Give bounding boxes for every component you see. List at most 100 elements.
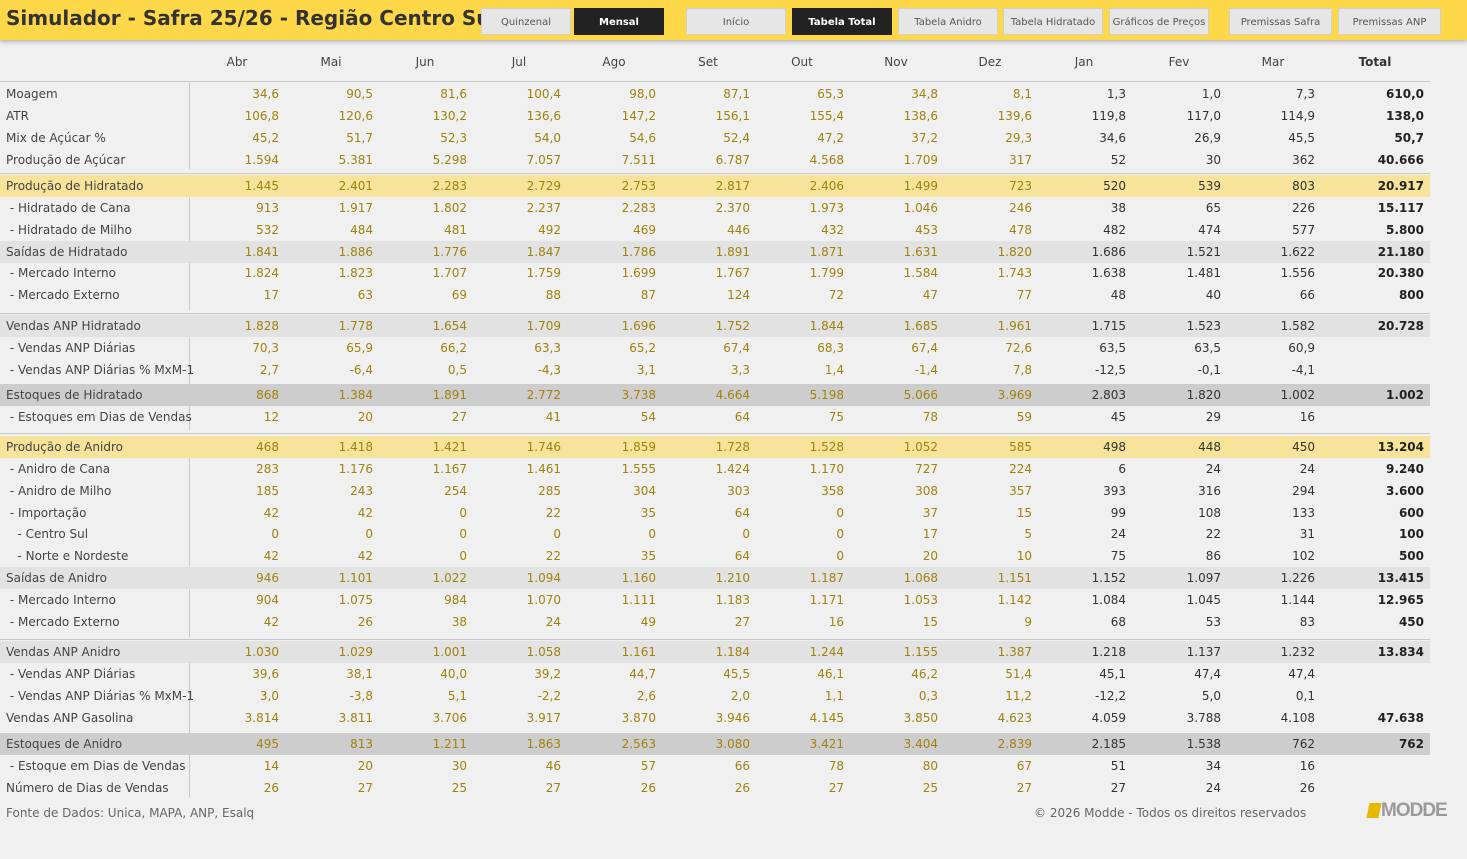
period-button-quinzenal[interactable]: Quinzenal [481, 8, 571, 35]
table-cell: 1.555 [621, 462, 656, 476]
row-label: Vendas ANP Gasolina [6, 711, 134, 725]
row-label: - Vendas ANP Diárias [6, 341, 136, 355]
table-cell: 47.638 [1377, 711, 1424, 725]
column-header-total: Total [1358, 55, 1392, 69]
table-cell: 67 [1016, 759, 1032, 773]
table-cell: 6.787 [715, 153, 750, 167]
table-cell: 2.772 [526, 388, 561, 402]
table-cell: 100,4 [526, 87, 561, 101]
nav-button-tabela-total[interactable]: Tabela Total [792, 8, 892, 35]
table-cell: 46 [545, 759, 561, 773]
table-cell: 4.568 [809, 153, 844, 167]
table-cell: 723 [1009, 179, 1032, 193]
table-row: - Hidratado de Cana 913 1.917 1.802 2.237 2.2… [0, 197, 1430, 219]
table-cell: 285 [538, 484, 561, 498]
table-cell: 1.847 [526, 245, 561, 259]
table-cell: 46,1 [817, 667, 844, 681]
row-label: Estoques de Anidro [6, 737, 123, 751]
table-cell: 2.753 [621, 179, 656, 193]
row-label: Produção de Açúcar [6, 153, 126, 167]
table-cell: 224 [1009, 462, 1032, 476]
copyright-note: © 2026 Modde - Todos os direitos reserva… [1034, 806, 1307, 820]
table-row: - Mercado Interno 904 1.075 984 1.070 1.111 1.… [0, 589, 1430, 611]
table-cell: 1.002 [1280, 388, 1315, 402]
table-cell: 45,5 [723, 667, 750, 681]
column-header-mar: Mar [1261, 55, 1285, 69]
table-cell: 3.080 [715, 737, 750, 751]
table-cell: 0 [836, 549, 844, 563]
table-cell: 1.709 [526, 319, 561, 333]
table-cell: 4.108 [1280, 711, 1315, 725]
table-cell: 136,6 [526, 109, 561, 123]
table-cell: 1.142 [997, 593, 1032, 607]
table-cell: 2.401 [338, 179, 373, 193]
table-cell: 47 [922, 288, 938, 302]
table-cell: 246 [1009, 201, 1032, 215]
table-cell: 1.776 [432, 245, 467, 259]
table-cell: 3.850 [903, 711, 938, 725]
table-cell: 520 [1103, 179, 1126, 193]
table-cell: 2.803 [1091, 388, 1126, 402]
table-cell: 47,4 [1288, 667, 1315, 681]
nav-button-premissas-anp[interactable]: Premissas ANP [1338, 8, 1441, 35]
table-cell: 1.685 [903, 319, 938, 333]
table-cell: 1.891 [715, 245, 750, 259]
table-cell: 68 [1110, 615, 1126, 629]
table-cell: 1.523 [1186, 319, 1221, 333]
table-cell: 25 [922, 781, 938, 795]
table-cell: 1.244 [809, 645, 844, 659]
table-row: - Estoques em Dias de Vendas 12 20 27 41 54 64… [0, 406, 1430, 428]
table-cell: 0 [365, 527, 373, 541]
table-row: - Centro Sul 0 0 0 0 0 0 0 17 5 24 22 31 100 [0, 523, 1430, 545]
table-cell: 1.187 [809, 571, 844, 585]
table-cell: 3,0 [259, 689, 279, 703]
table-cell: 3.969 [997, 388, 1032, 402]
table-cell: 99 [1110, 506, 1126, 520]
table-cell: 100 [1398, 527, 1424, 541]
nav-button-tabela-anidro[interactable]: Tabela Anidro [898, 8, 998, 35]
table-cell: 13.415 [1377, 571, 1424, 585]
table-cell: 12 [263, 410, 279, 424]
table-cell: 26 [640, 781, 656, 795]
table-cell: 4.664 [715, 388, 750, 402]
nav-button-inicio[interactable]: Início [686, 8, 786, 35]
table-cell: 72,6 [1005, 341, 1032, 355]
row-label: - Importação [6, 506, 87, 520]
row-label: - Vendas ANP Diárias [6, 667, 136, 681]
table-cell: -1,4 [914, 363, 938, 377]
table-cell: 1.002 [1386, 388, 1424, 402]
nav-button-tabela-hidratado[interactable]: Tabela Hidratado [1003, 8, 1103, 35]
table-cell: 283 [256, 462, 279, 476]
row-label: - Mercado Interno [6, 266, 116, 280]
table-cell: 102 [1292, 549, 1315, 563]
table-cell: 77 [1016, 288, 1032, 302]
table-cell: 3.738 [621, 388, 656, 402]
table-cell: 1.045 [1186, 593, 1221, 607]
table-cell: 108 [1198, 506, 1221, 520]
nav-button-graficos-de-precos[interactable]: Gráficos de Preços [1109, 8, 1209, 35]
table-cell: 0 [553, 527, 561, 541]
table-cell: 60,9 [1288, 341, 1315, 355]
table-cell: 450 [1292, 440, 1315, 454]
row-label: - Hidratado de Milho [6, 223, 132, 237]
table-cell: 2.563 [621, 737, 656, 751]
table-cell: 48 [1110, 288, 1126, 302]
table-cell: 1.499 [903, 179, 938, 193]
table-cell: 26 [1299, 781, 1315, 795]
table-cell: 78 [828, 759, 844, 773]
table-cell: 610,0 [1386, 87, 1424, 101]
table-cell: 98,0 [629, 87, 656, 101]
table-cell: 26 [357, 615, 373, 629]
table-cell: 1.824 [244, 266, 279, 280]
table-cell: 3,1 [636, 363, 656, 377]
table-cell: 66 [1299, 288, 1315, 302]
table-row: Vendas ANP Hidratado 1.828 1.778 1.654 1.709… [0, 315, 1430, 337]
table-cell: 27 [451, 410, 467, 424]
table-cell: 49 [640, 615, 656, 629]
table-cell: 1.111 [621, 593, 656, 607]
table-cell: 65,9 [346, 341, 373, 355]
period-button-mensal[interactable]: Mensal [574, 8, 664, 35]
table-cell: 15 [922, 615, 938, 629]
nav-button-premissas-safra[interactable]: Premissas Safra [1229, 8, 1332, 35]
table-cell: 453 [915, 223, 938, 237]
